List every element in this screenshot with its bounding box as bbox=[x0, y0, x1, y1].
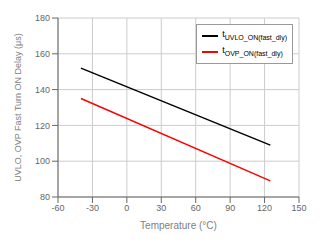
svg-text:120: 120 bbox=[35, 121, 50, 131]
svg-text:UVLO, OVP Fast Turn ON Delay (: UVLO, OVP Fast Turn ON Delay (μs) bbox=[13, 33, 23, 182]
svg-text:120: 120 bbox=[257, 203, 272, 213]
svg-text:160: 160 bbox=[35, 49, 50, 59]
svg-text:-60: -60 bbox=[51, 203, 64, 213]
svg-text:180: 180 bbox=[35, 13, 50, 23]
svg-text:Temperature (°C): Temperature (°C) bbox=[140, 220, 217, 231]
svg-text:80: 80 bbox=[40, 192, 50, 202]
svg-text:90: 90 bbox=[225, 203, 235, 213]
html-text:tOVP_ON(fast_dly): tOVP_ON(fast_dly) bbox=[222, 44, 283, 57]
html-text:tUVLO_ON(fast_dly): tUVLO_ON(fast_dly) bbox=[222, 29, 287, 41]
svg-text:0: 0 bbox=[124, 203, 129, 213]
svg-text:30: 30 bbox=[156, 203, 166, 213]
svg-text:140: 140 bbox=[35, 85, 50, 95]
svg-text:150: 150 bbox=[291, 203, 306, 213]
svg-text:-30: -30 bbox=[86, 203, 99, 213]
svg-text:100: 100 bbox=[35, 156, 50, 166]
svg-text:60: 60 bbox=[191, 203, 201, 213]
